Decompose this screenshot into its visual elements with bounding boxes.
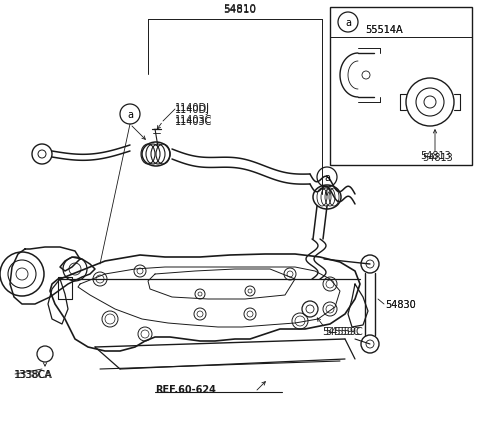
Bar xyxy=(330,8,472,166)
Text: a: a xyxy=(345,18,351,28)
Text: a: a xyxy=(127,110,133,120)
Text: 54810: 54810 xyxy=(224,4,256,14)
Text: 54830: 54830 xyxy=(385,299,416,309)
Text: 54813: 54813 xyxy=(420,151,451,161)
Text: 54813: 54813 xyxy=(422,153,453,163)
Text: 11403C: 11403C xyxy=(175,115,212,125)
Text: 1338CA: 1338CA xyxy=(14,369,52,379)
Text: 1140DJ: 1140DJ xyxy=(175,105,210,115)
Text: 11403C: 11403C xyxy=(175,117,212,127)
Text: 1338CA: 1338CA xyxy=(15,369,53,379)
Text: 54810: 54810 xyxy=(224,5,256,15)
Text: 1140DJ: 1140DJ xyxy=(175,103,210,113)
Text: 54830: 54830 xyxy=(385,299,416,309)
Text: 55514A: 55514A xyxy=(365,25,403,35)
Text: a: a xyxy=(324,173,330,183)
Text: REF.60-624: REF.60-624 xyxy=(155,384,216,394)
Text: 54559C: 54559C xyxy=(322,326,360,336)
Text: 55514A: 55514A xyxy=(365,25,403,35)
Text: 54559C: 54559C xyxy=(325,326,363,336)
